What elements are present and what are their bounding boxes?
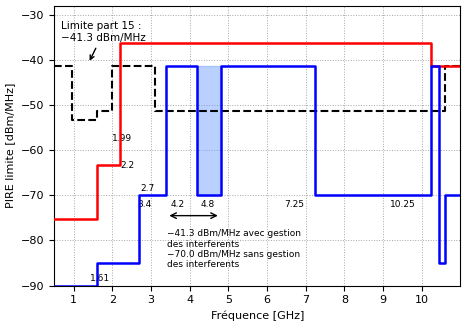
Text: 4.8: 4.8 [200, 200, 215, 209]
Text: 1.99: 1.99 [112, 134, 132, 143]
X-axis label: Fréquence [GHz]: Fréquence [GHz] [211, 311, 304, 321]
Text: 2.2: 2.2 [121, 162, 135, 170]
Text: 7.25: 7.25 [284, 200, 304, 209]
Text: 2.7: 2.7 [140, 184, 154, 193]
Text: 1.61: 1.61 [90, 274, 110, 284]
Text: 3.4: 3.4 [137, 200, 152, 209]
Text: 4.2: 4.2 [171, 200, 185, 209]
Text: 10.25: 10.25 [390, 200, 416, 209]
Text: −41.3 dBm/MHz avec gestion
des interferents
−70.0 dBm/MHz sans gestion
des inter: −41.3 dBm/MHz avec gestion des interfere… [167, 229, 302, 269]
Text: Limite part 15 :
−41.3 dBm/MHz: Limite part 15 : −41.3 dBm/MHz [62, 21, 146, 60]
Y-axis label: PIRE limite [dBm/MHz]: PIRE limite [dBm/MHz] [6, 83, 15, 208]
